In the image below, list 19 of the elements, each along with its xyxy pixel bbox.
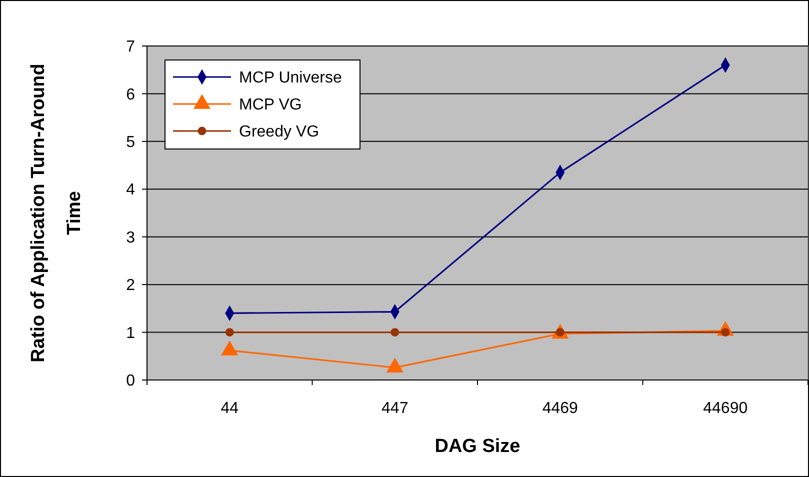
point (225, 328, 234, 336)
y-tick-label: 0 (126, 372, 136, 390)
y-tick-label: 7 (126, 38, 136, 56)
y-tick-label: 3 (126, 229, 136, 246)
x-tick-label: 447 (382, 400, 408, 417)
y-tick-label: 1 (126, 324, 136, 342)
x-tick-label: 4469 (542, 400, 578, 417)
legend-label: Greedy VG (239, 124, 320, 141)
y-axis-title: Ratio of Application Turn-Around Time (28, 64, 85, 362)
point (390, 328, 400, 336)
y-tick-label: 5 (126, 134, 136, 152)
x-tick-label: 44 (220, 400, 239, 417)
y-tick-label: 4 (126, 182, 136, 199)
legend-label: MCP VG (239, 96, 302, 114)
x-tick-label: 44690 (703, 400, 748, 417)
legend-label: MCP Universe (239, 70, 342, 87)
y-tick-label: 2 (126, 277, 136, 294)
x-axis-title: DAG Size (434, 436, 520, 457)
y-tick-label: 6 (126, 86, 136, 104)
